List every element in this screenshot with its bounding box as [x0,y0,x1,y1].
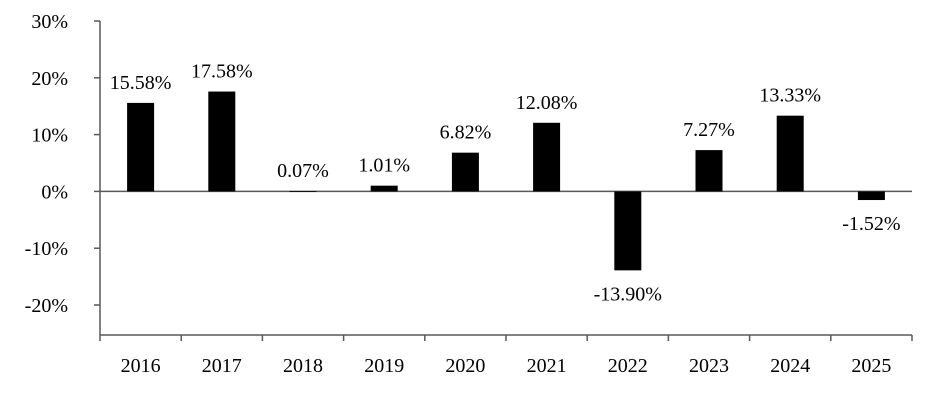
x-tick-label: 2020 [445,355,485,377]
x-tick-label: 2019 [364,355,404,377]
x-tick-label: 2018 [283,355,323,377]
bar-2019 [370,185,398,192]
y-tick-label: -20% [25,295,68,317]
data-label-2025: -1.52% [842,213,900,235]
y-tick-label: 10% [31,125,68,147]
x-tick-label: 2022 [608,355,648,377]
bar-2020 [451,152,479,192]
data-label-2016: 15.58% [110,72,172,94]
bar-2016 [127,102,155,192]
data-label-2023: 7.27% [683,119,735,141]
data-label-2022: -13.90% [594,283,662,305]
data-labels: 15.58% 17.58% 0.07% 1.01% 6.82% 12.08% -13.90%… [110,61,901,306]
bar-2021 [533,122,561,192]
bar-2025 [857,191,885,201]
bars [127,91,885,271]
x-tick-label: 2017 [202,355,242,377]
y-tick-label: -10% [25,238,68,260]
data-label-2017: 17.58% [191,61,253,83]
y-tick-label: 20% [31,68,68,90]
bar-2024 [776,115,804,192]
bar-2018 [289,191,317,192]
bar-2017 [208,91,236,192]
bar-2022 [614,191,642,271]
x-tick-label: 2016 [121,355,161,377]
data-label-2020: 6.82% [440,122,492,144]
data-label-2021: 12.08% [516,92,578,114]
data-label-2018: 0.07% [277,160,329,182]
x-tick-label: 2023 [689,355,729,377]
bar-2023 [695,150,723,192]
x-tick-label: 2021 [527,355,567,377]
data-label-2019: 1.01% [358,155,410,177]
y-tick-label: 30% [31,11,68,33]
y-axis: 30% 20% 10% 0% -10% -20% [25,11,101,335]
x-tick-label: 2025 [851,355,891,377]
x-axis: 2016 2017 2018 2019 2020 2021 2022 2023 2024 2025 [99,190,913,377]
x-tick-label: 2024 [770,355,810,377]
y-tick-label: 0% [41,181,68,203]
data-label-2024: 13.33% [759,85,821,107]
